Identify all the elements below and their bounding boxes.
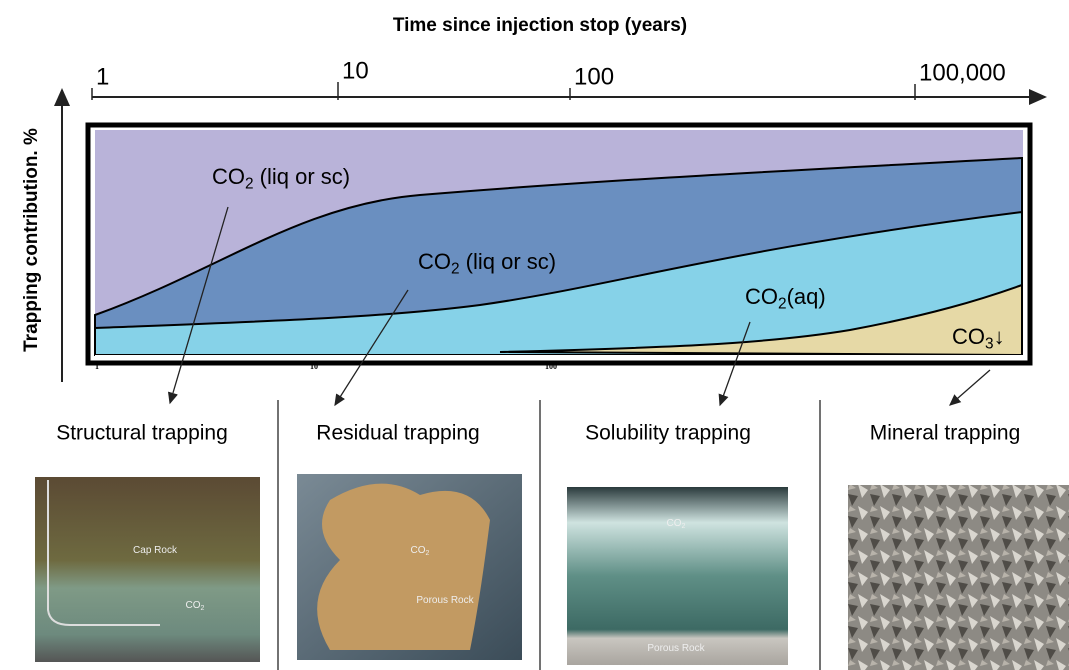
area-mineral: [499, 283, 1023, 357]
inner-tick-label: 100: [545, 362, 557, 371]
time-tick-label: 1: [96, 63, 109, 90]
text-part: CO: [745, 284, 778, 309]
image-label: CO2: [186, 600, 205, 612]
subscript: 2: [778, 296, 787, 313]
well: [47, 480, 160, 626]
region-label: CO2 (liq or sc): [418, 249, 556, 278]
axis-title: Time since injection stop (years): [393, 15, 687, 36]
image-label: CO2: [411, 545, 430, 557]
text-part: (liq or sc): [460, 249, 557, 274]
panel-title: Residual trapping: [316, 422, 479, 445]
inner-axis-strip: [95, 355, 1023, 360]
image-label: Porous Rock: [647, 643, 705, 654]
text-part: Porous Rock: [416, 595, 474, 606]
subscript: 2: [451, 261, 460, 278]
region-label: CO3↓: [952, 324, 1005, 353]
text-part: ↓: [994, 324, 1005, 349]
text-part: (aq): [787, 284, 826, 309]
text-part: (liq or sc): [254, 164, 351, 189]
text-part: CO: [411, 545, 426, 556]
time-tick-label: 100: [574, 63, 614, 90]
grains: [317, 483, 490, 650]
subscript: 2: [201, 605, 205, 612]
panel-title: Mineral trapping: [870, 422, 1021, 445]
text-part: Cap Rock: [133, 545, 178, 556]
panel-title: Solubility trapping: [585, 422, 751, 445]
text-part: CO: [667, 518, 682, 529]
dividers: [277, 400, 821, 670]
area-solubility: [94, 210, 1023, 356]
y-axis-label: Trapping contribution. %: [21, 128, 42, 352]
subscript: 3: [985, 336, 994, 353]
text-part: Porous Rock: [647, 643, 705, 654]
image-label: Porous Rock: [416, 595, 474, 606]
time-tick-label: 10: [342, 57, 369, 84]
image-label: Cap Rock: [133, 545, 178, 556]
image-mineral: [848, 485, 1069, 670]
region-label: CO2(aq): [745, 284, 826, 313]
region-label: CO2 (liq or sc): [212, 164, 350, 193]
image-structural: [35, 477, 260, 662]
inner-tick-label: 1: [95, 362, 99, 371]
arrows: [167, 206, 991, 407]
panel-title: Structural trapping: [56, 422, 228, 445]
subscript: 2: [426, 550, 430, 557]
text-part: CO: [212, 164, 245, 189]
image-label: CO2: [667, 518, 686, 530]
image-solubility: [567, 487, 788, 665]
time-tick-label: 100,000: [919, 59, 1006, 86]
text-part: CO: [952, 324, 985, 349]
text-part: CO: [186, 600, 201, 611]
text-part: CO: [418, 249, 451, 274]
subscript: 2: [682, 523, 686, 530]
subscript: 2: [245, 176, 254, 193]
inner-tick-label: 10: [310, 362, 318, 371]
